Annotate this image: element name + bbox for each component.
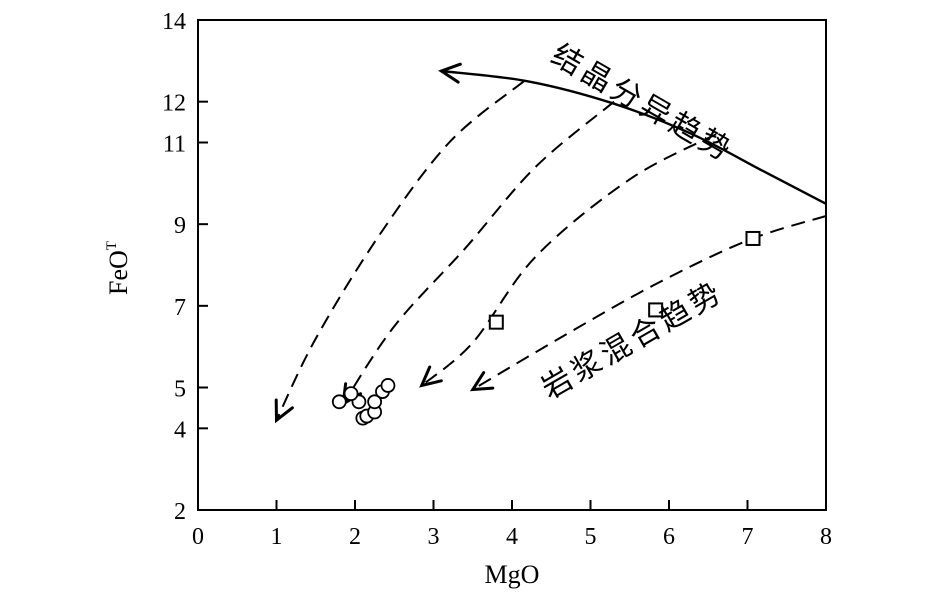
y-axis-title-superscript: T: [104, 241, 120, 250]
x-tick-label-3: 3: [428, 524, 440, 550]
circle-point-6: [367, 394, 383, 410]
square-point-0: [488, 314, 504, 330]
square-point-2: [745, 230, 761, 246]
svg-text:FeOT: FeOT: [104, 241, 133, 295]
y-axis-title: FeO: [104, 250, 133, 295]
dashed-curve-4: [472, 215, 827, 391]
circle-point-8: [380, 378, 396, 393]
x-tick-label-7: 7: [742, 524, 754, 550]
circle-point-2: [343, 386, 359, 402]
dashed-curve-1-arrowhead: [274, 398, 294, 424]
dashed-curve-4-arrowhead: [469, 371, 495, 392]
y-tick-label-7: 14: [162, 9, 186, 35]
x-tick-label-2: 2: [349, 524, 361, 550]
dashed-curve-1: [275, 80, 525, 421]
y-tick-label-5: 11: [163, 132, 186, 158]
x-tick-label-0: 0: [192, 524, 204, 550]
x-tick-label-1: 1: [271, 524, 283, 550]
labels: MgO FeOT 结晶分异趋势 岩浆混合趋势: [104, 37, 739, 589]
x-tick-label-6: 6: [663, 524, 675, 550]
fractional-crystallization-label: 结晶分异趋势: [545, 37, 739, 169]
x-tick-label-5: 5: [585, 524, 597, 550]
dashed-curve-2: [342, 100, 615, 405]
square-point-1: [648, 302, 664, 318]
x-tick-label-4: 4: [506, 524, 518, 550]
data-markers: [331, 230, 761, 426]
fractional-crystallization-trend-arrowhead: [438, 62, 462, 84]
y-tick-label-4: 9: [174, 213, 186, 239]
y-tick-label-1: 4: [174, 417, 186, 443]
y-tick-label-3: 7: [174, 295, 186, 321]
y-tick-label-0: 2: [174, 499, 186, 525]
y-tick-label-6: 12: [162, 91, 186, 117]
fractional-crystallization-trend: [441, 69, 827, 205]
magma-mixing-label: 岩浆混合趋势: [536, 274, 730, 406]
circle-point-0: [331, 394, 347, 410]
x-axis-title: MgO: [485, 560, 540, 589]
dashed-curve-3-arrowhead: [419, 365, 443, 388]
y-axis-title-group: FeOT: [104, 241, 133, 295]
plot-frame: [197, 19, 827, 511]
x-tick-label-8: 8: [820, 524, 832, 550]
y-tick-label-2: 5: [174, 377, 186, 403]
dashed-curve-3: [421, 133, 717, 387]
